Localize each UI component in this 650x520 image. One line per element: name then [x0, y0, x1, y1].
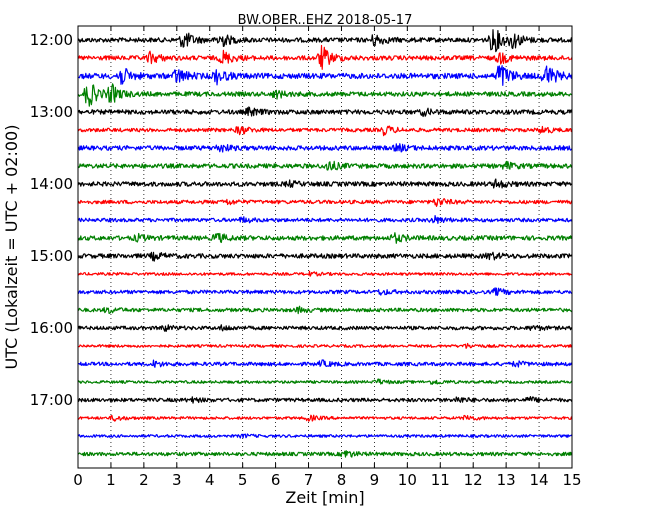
plot-frame	[77, 25, 573, 469]
x-tick-label: 12	[464, 471, 483, 489]
trace-line-1215	[77, 44, 573, 70]
x-tick-label: 6	[271, 471, 281, 489]
trace-line-1715	[77, 414, 573, 422]
x-tick-label: 11	[431, 471, 450, 489]
trace-line-1330	[77, 143, 573, 153]
x-tick-label: 7	[304, 471, 314, 489]
trace-line-1345	[77, 160, 573, 171]
y-tick-label: 15:00	[30, 247, 73, 265]
trace-line-1700	[77, 396, 573, 404]
seismic-traces	[77, 29, 573, 458]
trace-line-1315	[77, 125, 573, 137]
y-tick-label: 12:00	[30, 31, 73, 49]
trace-line-1515	[77, 270, 573, 277]
y-axis: 12:00 13:00 14:00 15:00 16:00 17:00	[30, 31, 572, 409]
x-tick-label: 2	[139, 471, 149, 489]
trace-line-1245	[77, 83, 573, 107]
trace-line-1600	[77, 324, 573, 332]
trace-line-1745	[77, 450, 573, 458]
y-tick-label: 16:00	[30, 319, 73, 337]
trace-line-1400	[77, 178, 573, 189]
trace-line-1500	[77, 251, 573, 262]
x-tick-label: 5	[238, 471, 248, 489]
trace-line-1530	[77, 287, 573, 297]
y-tick-label: 17:00	[30, 391, 73, 409]
x-axis: 0 1 2 3 4 5 6 7 8 9 10 11 12 13 14 15	[73, 26, 582, 489]
trace-line-1200	[77, 29, 572, 53]
x-tick-label: 9	[370, 471, 380, 489]
x-tick-label: 3	[172, 471, 182, 489]
trace-line-1230	[77, 65, 573, 86]
y-axis-label: UTC (Lokalzeit = UTC + 02:00)	[2, 125, 21, 370]
trace-line-1730	[77, 433, 573, 439]
chart-title: BW.OBER..EHZ 2018-05-17	[238, 13, 413, 28]
y-tick-label: 13:00	[30, 103, 73, 121]
trace-line-1300	[77, 106, 573, 118]
y-tick-label: 14:00	[30, 175, 73, 193]
x-tick-label: 10	[398, 471, 417, 489]
trace-line-1645	[77, 378, 573, 385]
x-axis-label: Zeit [min]	[285, 488, 364, 507]
trace-line-1430	[77, 215, 573, 224]
trace-line-1545	[77, 305, 573, 315]
x-tick-label: 13	[497, 471, 516, 489]
trace-line-1615	[77, 342, 573, 349]
x-tick-label: 15	[562, 471, 581, 489]
x-tick-label: 4	[205, 471, 215, 489]
x-tick-label: 8	[337, 471, 347, 489]
x-tick-label: 0	[73, 471, 83, 489]
trace-line-1415	[77, 198, 573, 207]
x-tick-label: 1	[106, 471, 116, 489]
x-tick-label: 14	[530, 471, 549, 489]
trace-line-1445	[77, 232, 573, 244]
vertical-grid	[110, 26, 540, 468]
trace-line-1630	[77, 359, 573, 368]
